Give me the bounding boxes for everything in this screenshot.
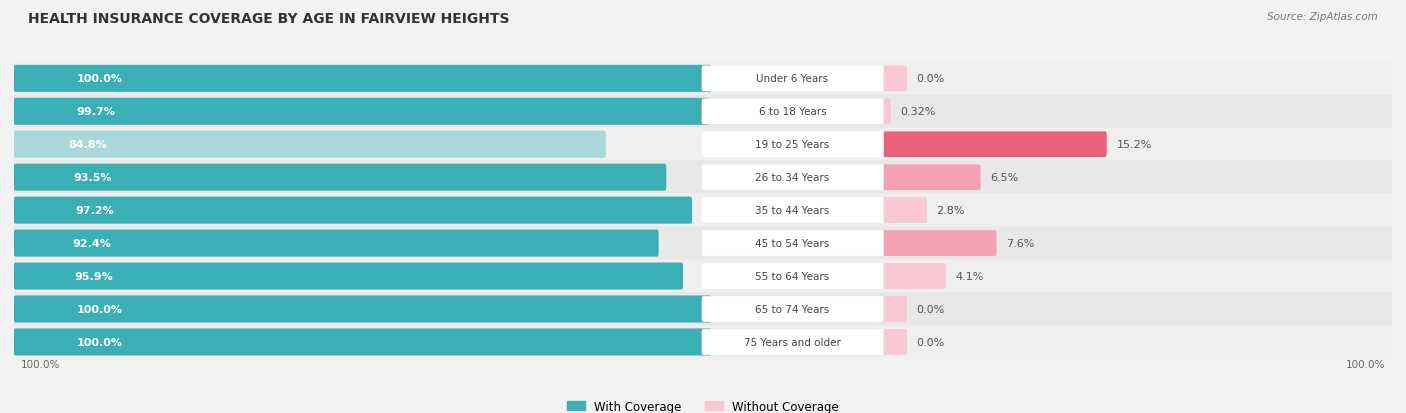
Text: 100.0%: 100.0% (76, 337, 122, 347)
FancyBboxPatch shape (14, 263, 683, 290)
FancyBboxPatch shape (883, 132, 1107, 158)
Text: 100.0%: 100.0% (76, 304, 122, 314)
Text: 2.8%: 2.8% (936, 206, 965, 216)
Text: 100.0%: 100.0% (1346, 359, 1385, 369)
FancyBboxPatch shape (14, 131, 606, 158)
Text: 15.2%: 15.2% (1116, 140, 1152, 150)
FancyBboxPatch shape (883, 297, 907, 322)
Text: 75 Years and older: 75 Years and older (744, 337, 841, 347)
Text: 92.4%: 92.4% (72, 239, 111, 249)
Text: 19 to 25 Years: 19 to 25 Years (755, 140, 830, 150)
FancyBboxPatch shape (13, 95, 1393, 129)
FancyBboxPatch shape (14, 296, 711, 323)
FancyBboxPatch shape (14, 197, 692, 224)
FancyBboxPatch shape (883, 231, 997, 256)
Text: 55 to 64 Years: 55 to 64 Years (755, 271, 830, 281)
FancyBboxPatch shape (883, 329, 907, 355)
Text: 0.0%: 0.0% (917, 74, 945, 84)
FancyBboxPatch shape (13, 227, 1393, 260)
FancyBboxPatch shape (13, 325, 1393, 359)
FancyBboxPatch shape (13, 260, 1393, 293)
Legend: With Coverage, Without Coverage: With Coverage, Without Coverage (562, 395, 844, 413)
FancyBboxPatch shape (702, 132, 883, 158)
FancyBboxPatch shape (702, 329, 883, 355)
Text: 100.0%: 100.0% (76, 74, 122, 84)
Text: Source: ZipAtlas.com: Source: ZipAtlas.com (1267, 12, 1378, 22)
FancyBboxPatch shape (14, 66, 711, 93)
Text: 6 to 18 Years: 6 to 18 Years (759, 107, 827, 117)
FancyBboxPatch shape (702, 66, 883, 92)
Text: 0.0%: 0.0% (917, 337, 945, 347)
Text: HEALTH INSURANCE COVERAGE BY AGE IN FAIRVIEW HEIGHTS: HEALTH INSURANCE COVERAGE BY AGE IN FAIR… (28, 12, 509, 26)
Text: 0.0%: 0.0% (917, 304, 945, 314)
Text: 45 to 54 Years: 45 to 54 Years (755, 239, 830, 249)
FancyBboxPatch shape (883, 198, 927, 223)
FancyBboxPatch shape (13, 161, 1393, 195)
FancyBboxPatch shape (883, 99, 891, 125)
Text: 65 to 74 Years: 65 to 74 Years (755, 304, 830, 314)
FancyBboxPatch shape (13, 292, 1393, 326)
Text: 95.9%: 95.9% (75, 271, 112, 281)
FancyBboxPatch shape (702, 297, 883, 322)
FancyBboxPatch shape (702, 231, 883, 256)
Text: 97.2%: 97.2% (75, 206, 114, 216)
FancyBboxPatch shape (13, 62, 1393, 96)
FancyBboxPatch shape (14, 329, 711, 356)
Text: Under 6 Years: Under 6 Years (756, 74, 828, 84)
FancyBboxPatch shape (702, 165, 883, 190)
FancyBboxPatch shape (883, 165, 980, 190)
FancyBboxPatch shape (14, 99, 710, 126)
FancyBboxPatch shape (14, 230, 658, 257)
Text: 0.32%: 0.32% (901, 107, 936, 117)
FancyBboxPatch shape (702, 99, 883, 125)
Text: 6.5%: 6.5% (990, 173, 1018, 183)
FancyBboxPatch shape (702, 263, 883, 289)
Text: 35 to 44 Years: 35 to 44 Years (755, 206, 830, 216)
Text: 26 to 34 Years: 26 to 34 Years (755, 173, 830, 183)
FancyBboxPatch shape (883, 263, 946, 289)
Text: 7.6%: 7.6% (1007, 239, 1035, 249)
FancyBboxPatch shape (883, 66, 907, 92)
FancyBboxPatch shape (13, 128, 1393, 161)
FancyBboxPatch shape (14, 164, 666, 191)
Text: 99.7%: 99.7% (76, 107, 115, 117)
Text: 4.1%: 4.1% (955, 271, 984, 281)
FancyBboxPatch shape (13, 194, 1393, 228)
Text: 84.8%: 84.8% (67, 140, 107, 150)
Text: 93.5%: 93.5% (73, 173, 111, 183)
FancyBboxPatch shape (702, 198, 883, 223)
Text: 100.0%: 100.0% (21, 359, 60, 369)
